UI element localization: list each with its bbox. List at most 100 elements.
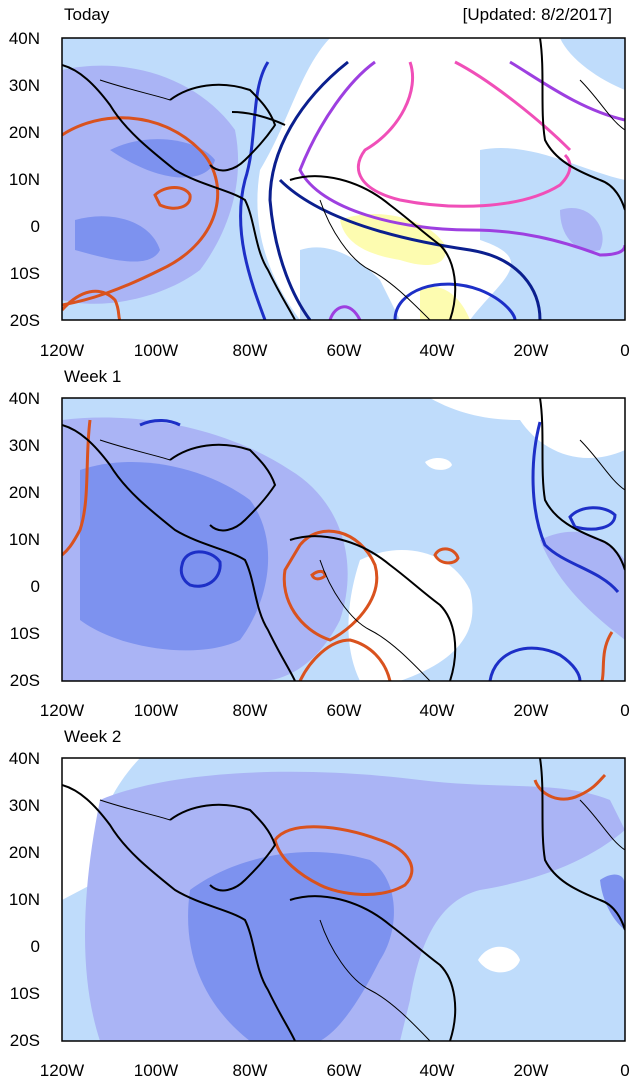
lon-tick-label: 120W: [40, 1061, 84, 1080]
lon-tick-label: 80W: [233, 701, 268, 720]
lon-tick-label: 100W: [134, 1061, 178, 1080]
lon-axis: 120W 100W 80W 60W 40W 20W 0: [40, 1061, 630, 1080]
lat-tick-label: 20S: [10, 1031, 40, 1050]
lon-tick-label: 0: [620, 1061, 629, 1080]
lon-tick-label: 40W: [420, 701, 455, 720]
anomaly-shade-white: [430, 398, 625, 459]
lat-tick-label: 10N: [9, 530, 40, 549]
contour-line: [328, 305, 362, 320]
map-frame: [61, 757, 626, 1042]
lat-tick-label: 20S: [10, 311, 40, 330]
lon-tick-label: 20W: [514, 341, 549, 360]
contour-line: [298, 60, 625, 257]
lon-tick-label: 0: [620, 701, 629, 720]
anomaly-shade-white: [348, 550, 473, 681]
panel-title: Today: [64, 5, 110, 24]
contour-line: [568, 506, 617, 531]
anomaly-shade-light: [470, 147, 625, 320]
contour-line: [278, 178, 542, 320]
borders: [99, 799, 625, 1041]
contour-line: [488, 646, 582, 681]
lat-tick-label: 40N: [9, 749, 40, 768]
lat-tick-label: 20S: [10, 671, 40, 690]
lat-tick-label: 20N: [9, 483, 40, 502]
lon-tick-label: 20W: [514, 701, 549, 720]
lon-axis: 120W 100W 80W 60W 40W 20W 0: [40, 341, 630, 360]
anomaly-shade-light: [560, 38, 625, 90]
lat-tick-label: 40N: [9, 389, 40, 408]
panel-title: Week 1: [64, 367, 121, 386]
borders: [99, 439, 625, 681]
lat-tick-label: 30N: [9, 796, 40, 815]
contour-line: [356, 61, 572, 208]
lat-tick-label: 0: [31, 577, 40, 596]
lon-tick-label: 60W: [327, 341, 362, 360]
lon-tick-label: 20W: [514, 1061, 549, 1080]
contour-line: [62, 289, 122, 320]
contour-line: [454, 60, 572, 152]
contour-line: [282, 529, 379, 642]
lat-tick-label: 30N: [9, 76, 40, 95]
panel-today: Today [Updated: 8/2/2017]: [9, 5, 630, 360]
lat-tick-label: 10S: [10, 984, 40, 1003]
anomaly-shade-light: [300, 247, 400, 320]
contour-line: [62, 116, 220, 307]
anomaly-shade-dark: [110, 139, 215, 178]
map-area-today: [62, 38, 625, 320]
lon-tick-label: 100W: [134, 341, 178, 360]
lon-tick-label: 120W: [40, 341, 84, 360]
lat-axis: 40N 30N 20N 10N 0 10S 20S: [9, 749, 40, 1050]
anomaly-shade-yellow: [420, 286, 470, 320]
contour-line: [62, 419, 92, 557]
contour-line: [393, 282, 517, 320]
contour-line: [239, 61, 270, 320]
lat-tick-label: 0: [31, 937, 40, 956]
map-area-week2: [62, 758, 625, 1041]
lat-tick-label: 30N: [9, 436, 40, 455]
lon-tick-label: 80W: [233, 1061, 268, 1080]
contour-line: [139, 419, 181, 427]
lat-tick-label: 40N: [9, 29, 40, 48]
contour-line: [600, 631, 614, 681]
anomaly-shade-dark: [75, 216, 160, 262]
lon-tick-label: 40W: [420, 1061, 455, 1080]
lat-tick-label: 20N: [9, 123, 40, 142]
lat-tick-label: 0: [31, 217, 40, 236]
lat-tick-label: 10S: [10, 624, 40, 643]
panel-title: Week 2: [64, 727, 121, 746]
contour-line: [273, 825, 414, 896]
lat-axis: 40N 30N 20N 10N 0 10S 20S: [9, 389, 40, 690]
lon-tick-label: 40W: [420, 341, 455, 360]
contour-line: [531, 421, 620, 593]
lat-tick-label: 20N: [9, 843, 40, 862]
lon-tick-label: 80W: [233, 341, 268, 360]
lat-tick-label: 10N: [9, 890, 40, 909]
anomaly-shade-white: [62, 758, 140, 900]
lon-axis: 120W 100W 80W 60W 40W 20W 0: [40, 701, 630, 720]
coastline: [62, 758, 625, 1041]
contour-line: [153, 186, 192, 210]
map-frame: [61, 397, 626, 682]
map-area-week1: [62, 398, 625, 681]
map-frame: [61, 37, 626, 321]
lon-tick-label: 60W: [327, 701, 362, 720]
anomaly-shade-dark: [80, 461, 269, 651]
updated-label: [Updated: 8/2/2017]: [463, 5, 612, 24]
lat-tick-label: 10N: [9, 170, 40, 189]
lon-tick-label: 0: [620, 341, 629, 360]
contour-line: [310, 569, 327, 581]
contour-line: [298, 638, 392, 681]
lon-tick-label: 60W: [327, 1061, 362, 1080]
lat-tick-label: 10S: [10, 264, 40, 283]
anomaly-shade-mid: [560, 208, 603, 251]
contour-line: [433, 547, 460, 565]
panel-week2: Week 2: [9, 727, 630, 1080]
borders: [99, 79, 625, 320]
coastline: [62, 398, 625, 681]
lat-axis: 40N 30N 20N 10N 0 10S 20S: [9, 29, 40, 330]
contour-line: [179, 550, 222, 588]
coastline: [62, 38, 625, 320]
lon-tick-label: 100W: [134, 701, 178, 720]
anomaly-shade-white: [478, 946, 520, 973]
